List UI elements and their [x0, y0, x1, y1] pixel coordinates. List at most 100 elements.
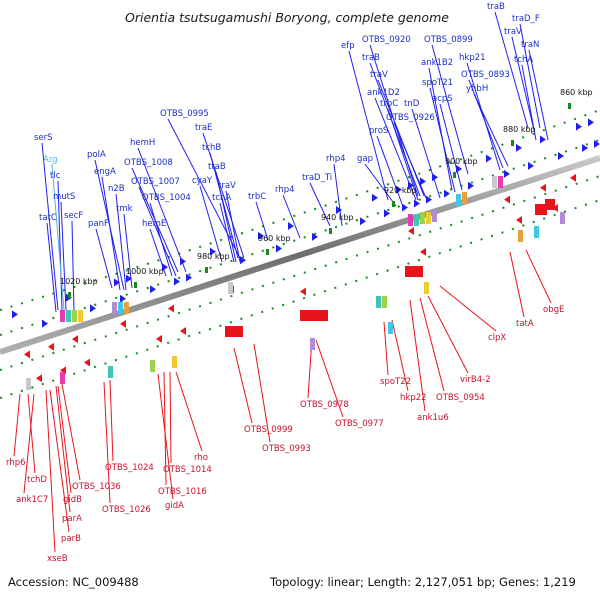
- gene-label-reverse: OTBS_1026: [102, 505, 151, 515]
- scale-tick-label: 900 kbp: [445, 157, 478, 166]
- leader-line: [57, 385, 72, 494]
- gene-label-forward: n2B: [108, 184, 125, 194]
- scale-tick-mark: [511, 140, 514, 146]
- forward-gene-arrow: [594, 139, 600, 148]
- gene-label-reverse: hkp22: [400, 393, 427, 403]
- leader-line: [109, 379, 114, 462]
- forward-gene-arrow: [576, 122, 582, 131]
- leader-line: [23, 393, 35, 494]
- gene-label-forward: traB: [362, 53, 380, 63]
- leader-line: [219, 202, 235, 263]
- leader-line: [364, 163, 397, 207]
- reverse-gene-arrow: [504, 195, 510, 204]
- feature-block: [124, 302, 129, 314]
- gene-label-forward: traD_F: [512, 14, 540, 24]
- gene-label-reverse: tatA: [516, 319, 534, 329]
- feature-block: [26, 378, 31, 390]
- feature-block: [66, 310, 71, 322]
- forward-gene-arrow: [210, 247, 216, 256]
- forward-gene-arrow: [336, 205, 342, 214]
- leader-line: [439, 103, 463, 191]
- gene-label-forward: traD_Ti: [302, 173, 332, 183]
- leader-line: [427, 295, 469, 374]
- gene-label-reverse: OTBS_0999: [244, 425, 293, 435]
- gene-label-forward: engA: [94, 167, 116, 177]
- feature-block: [112, 302, 117, 314]
- forward-gene-arrow: [90, 304, 96, 313]
- leader-line: [41, 142, 59, 311]
- gene-label-forward: OTBS_0926: [386, 113, 435, 123]
- leader-line: [13, 393, 21, 457]
- gene-label-forward: tchB: [202, 143, 221, 153]
- reverse-gene-arrow: [168, 304, 174, 313]
- forward-gene-arrow: [120, 294, 126, 303]
- forward-gene-arrow: [432, 173, 438, 182]
- leader-line: [123, 213, 133, 289]
- gene-label-forward: trbC: [248, 192, 266, 202]
- leader-line: [429, 87, 456, 193]
- feature-block: [456, 194, 461, 206]
- gene-label-reverse: tchD: [27, 475, 47, 485]
- scale-ticks: 860 kbp 880 kbp 900 kbp 920 kbp 940 kbp 960 k…: [60, 88, 593, 298]
- forward-gene-arrow: [558, 151, 564, 160]
- leader-line: [383, 321, 389, 376]
- forward-gene-arrow: [420, 177, 426, 186]
- reverse-gene-block: [300, 310, 328, 321]
- forward-gene-arrow: [504, 169, 510, 178]
- leader-line: [528, 49, 549, 141]
- feature-block: [426, 212, 431, 224]
- leader-line: [309, 182, 331, 227]
- feature-block: [78, 310, 83, 322]
- gene-label-reverse: spoT22: [380, 377, 411, 387]
- leader-line: [51, 163, 65, 311]
- leader-line: [61, 383, 81, 481]
- gene-label-reverse: gidA: [165, 501, 184, 511]
- gene-label-forward: OTBS_0920: [362, 35, 411, 45]
- leader-line: [376, 135, 403, 205]
- leader-line: [175, 371, 203, 452]
- leader-line: [101, 176, 121, 291]
- scale-tick-mark: [568, 103, 571, 109]
- gene-label-forward: hemE: [142, 219, 166, 229]
- gene-label-forward: hemH: [130, 138, 155, 148]
- gene-label-forward: OTBS_0899: [424, 35, 473, 45]
- scale-tick-label: 960 kbp: [258, 234, 291, 243]
- gene-label-reverse: xseB: [47, 554, 68, 564]
- leader-line: [315, 339, 344, 418]
- leader-line: [55, 385, 71, 513]
- gene-label-forward: OTBS_1004: [142, 193, 191, 203]
- gene-label-reverse: OTBS_0993: [262, 444, 311, 454]
- forward-gene-arrow: [456, 164, 462, 173]
- gene-label-reverse: virB4-2: [460, 375, 491, 385]
- forward-gene-arrow: [180, 257, 186, 266]
- gene-label-forward: traE: [195, 123, 212, 133]
- forward-gene-arrow: [240, 256, 246, 265]
- leader-line: [511, 36, 535, 131]
- leader-line: [103, 381, 111, 504]
- gene-label-forward: panF: [88, 219, 109, 229]
- gene-label-reverse: OTBS_1016: [158, 487, 207, 497]
- reverse-gene-arrow: [180, 327, 186, 336]
- gene-label-reverse: OTBS_0977: [335, 419, 384, 429]
- leader-line: [391, 319, 409, 392]
- forward-gene-arrow: [114, 278, 120, 287]
- leader-line: [411, 108, 441, 199]
- gene-label-forward: rhp4: [275, 185, 295, 195]
- reverse-gene-block: [225, 326, 243, 337]
- forward-gene-arrow: [258, 231, 264, 240]
- forward-gene-arrow: [588, 118, 594, 127]
- gene-label-forward: ank1D2: [367, 88, 400, 98]
- gene-label-reverse: OTBS_1024: [105, 463, 154, 473]
- feature-block: [388, 322, 393, 334]
- gene-label-reverse: OTBS_1014: [163, 465, 212, 475]
- gene-label-forward: proS: [369, 126, 388, 136]
- gene-label-forward: mutS: [53, 192, 75, 202]
- leader-line: [138, 186, 177, 277]
- reverse-gene-arrow: [540, 183, 546, 192]
- feature-block: [150, 360, 155, 372]
- reverse-gene-block: [545, 199, 555, 210]
- forward-gene-arrow: [126, 274, 132, 283]
- gene-label-reverse: rho: [194, 453, 208, 463]
- gene-labels: traB traD_F traV traN tchA OTBS_0899 hkp21 OTBS…: [6, 2, 564, 564]
- track-inner-reverse: [0, 175, 600, 371]
